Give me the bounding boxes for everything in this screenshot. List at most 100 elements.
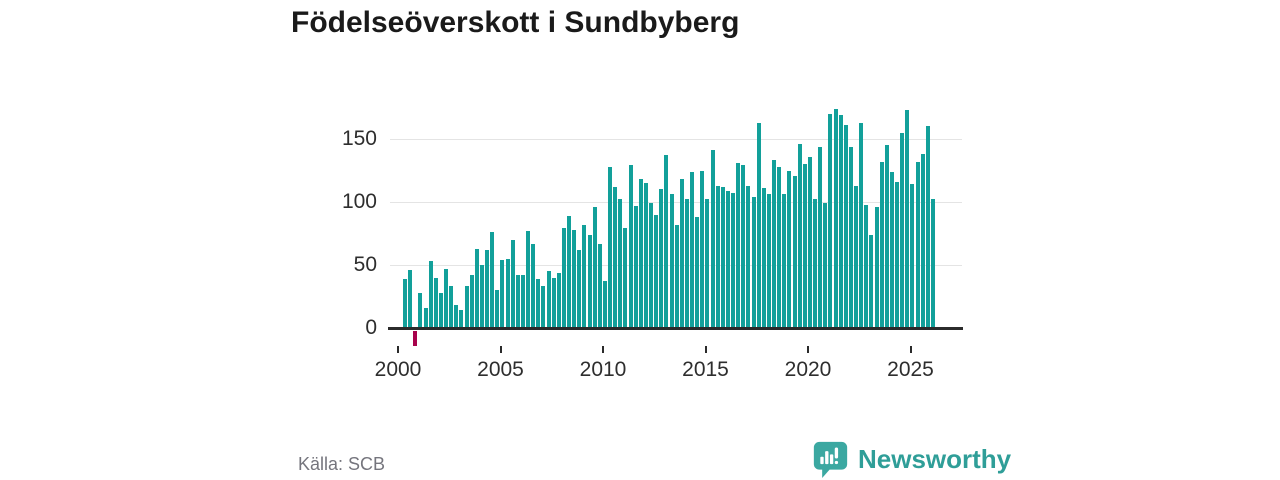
y-axis-label-0: 0 <box>365 316 377 339</box>
bar <box>464 286 469 328</box>
bar <box>643 183 648 328</box>
bar <box>597 243 602 328</box>
x-tick-2010 <box>602 346 604 353</box>
bar <box>638 179 643 328</box>
bar <box>659 189 664 328</box>
bar <box>520 275 525 328</box>
source-note: Källa: SCB <box>298 454 386 474</box>
bar <box>669 194 674 328</box>
bar <box>746 185 751 328</box>
bar <box>766 194 771 328</box>
bar <box>715 185 720 328</box>
bar <box>700 170 705 328</box>
bar <box>541 286 546 328</box>
bar <box>618 199 623 328</box>
bar <box>818 146 823 328</box>
bar <box>567 215 572 328</box>
bar <box>797 144 802 328</box>
bar <box>884 145 889 328</box>
bar <box>479 265 484 328</box>
y-axis-label-50: 50 <box>353 253 377 276</box>
bar <box>879 161 884 328</box>
bar <box>649 203 654 328</box>
chart-title: Födelseöverskott i Sundbyberg <box>291 6 740 39</box>
y-axis-label-100: 100 <box>341 190 377 213</box>
bar <box>449 286 454 328</box>
bar <box>925 126 930 328</box>
bar <box>725 190 730 328</box>
bar <box>664 155 669 328</box>
bar <box>859 122 864 328</box>
bar <box>915 161 920 328</box>
bar <box>490 232 495 328</box>
x-axis-label-2010: 2010 <box>579 358 627 381</box>
bar <box>510 239 515 328</box>
x-axis-label-2000: 2000 <box>374 358 422 381</box>
bar <box>910 184 915 328</box>
x-axis-label-2015: 2015 <box>682 358 729 381</box>
bar <box>920 154 925 328</box>
bar <box>761 188 766 328</box>
bar <box>495 290 500 328</box>
bar <box>900 132 905 328</box>
bar <box>813 199 818 328</box>
x-tick-2025 <box>909 346 912 353</box>
bar <box>838 115 843 328</box>
bar <box>869 234 874 328</box>
bar <box>823 203 828 328</box>
bar <box>602 281 607 328</box>
gridline-y150 <box>390 139 962 140</box>
bar <box>572 229 577 328</box>
bar <box>751 196 756 328</box>
bar <box>720 186 725 328</box>
bar <box>587 234 592 328</box>
brand-footer: Newsworthy <box>812 440 1011 478</box>
bar <box>695 217 700 328</box>
bar <box>807 156 812 328</box>
bar <box>684 199 689 328</box>
x-axis-label-2025: 2025 <box>887 358 934 381</box>
gridline-y100 <box>390 202 962 203</box>
bar <box>674 224 679 328</box>
bar <box>454 305 459 328</box>
bar <box>756 122 761 328</box>
bar <box>418 292 423 328</box>
bar <box>500 259 505 328</box>
x-axis-line <box>388 327 963 330</box>
bar <box>469 275 474 328</box>
bar <box>828 113 833 328</box>
bar <box>556 272 561 328</box>
bar <box>777 166 782 328</box>
bar <box>546 271 551 328</box>
bar <box>551 277 556 328</box>
bar <box>515 275 520 328</box>
bar <box>403 278 408 328</box>
x-tick-2020 <box>807 346 809 353</box>
bar <box>433 277 438 328</box>
x-axis-label-2020: 2020 <box>784 358 832 381</box>
bar <box>444 268 449 328</box>
bar <box>505 258 510 328</box>
bar <box>854 185 859 328</box>
brand-name: Newsworthy <box>858 443 1012 474</box>
bar <box>654 214 659 328</box>
bar-negative <box>413 331 418 347</box>
bar <box>536 278 541 328</box>
bar <box>710 150 715 328</box>
y-axis-label-150: 150 <box>341 127 377 150</box>
bar <box>474 248 479 328</box>
newsworthy-logo-icon <box>812 440 849 478</box>
bar <box>531 243 536 328</box>
bar <box>608 166 613 328</box>
bar <box>889 171 894 328</box>
bar <box>623 228 628 328</box>
bar <box>592 207 597 328</box>
bar <box>526 230 531 328</box>
bar <box>561 228 566 328</box>
bar <box>802 164 807 328</box>
bar <box>485 249 490 328</box>
bar <box>577 249 582 328</box>
bar <box>792 175 797 328</box>
bar <box>408 270 413 328</box>
